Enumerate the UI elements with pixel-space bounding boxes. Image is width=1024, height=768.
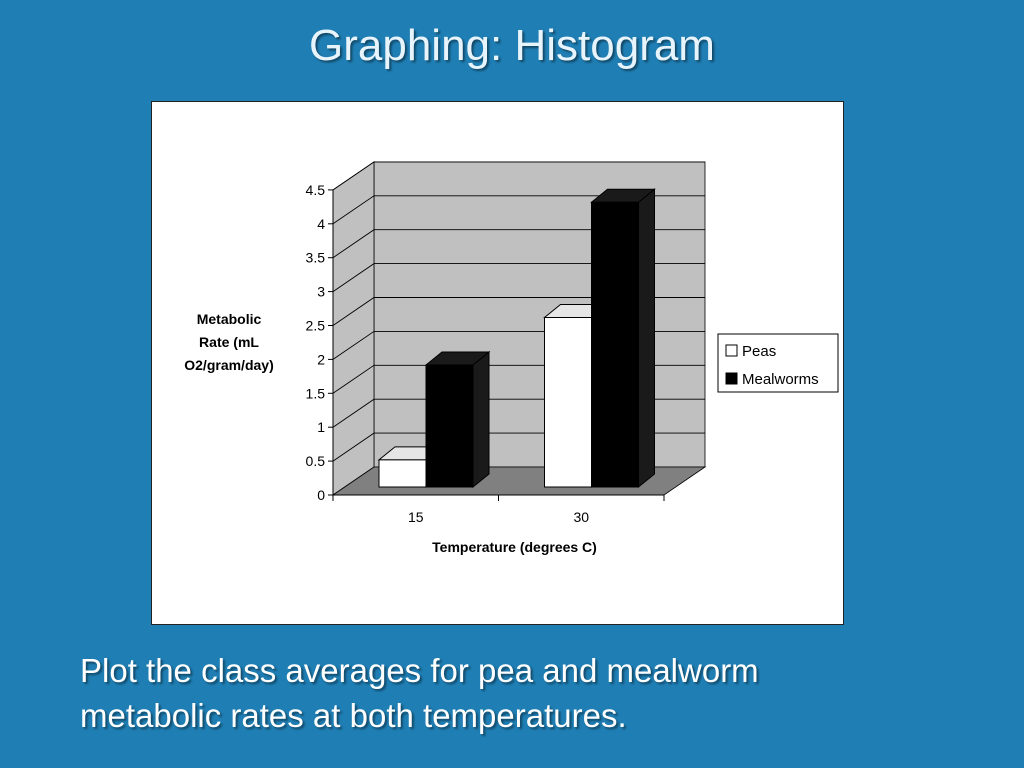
y-axis-label-line: Rate (mL: [199, 334, 259, 350]
y-axis-label: Metabolic Rate (mL O2/gram/day): [184, 311, 273, 373]
x-tick-label: 30: [573, 509, 589, 525]
axes: [332, 189, 665, 501]
y-tick-label: 3: [317, 284, 325, 300]
y-tick-label: 1.5: [306, 385, 326, 401]
legend-swatch: [725, 344, 738, 357]
y-tick-label: 2.5: [306, 318, 326, 334]
slide-caption: Plot the class averages for pea and meal…: [80, 648, 960, 738]
bar-mealworms-15: [424, 350, 491, 489]
bar-front: [425, 364, 474, 488]
y-tick-label: 4: [317, 216, 325, 232]
gridline: [332, 161, 705, 191]
bar-front: [544, 317, 592, 488]
y-tick-labels: 0 0.5 1 1.5 2 2.5 3 3.5 4 4.5: [306, 182, 326, 503]
bar-side: [638, 188, 655, 489]
y-tick-label: 4.5: [306, 182, 326, 198]
legend-swatch: [725, 372, 738, 385]
x-axis-label: Temperature (degrees C): [432, 539, 597, 555]
gridline: [332, 195, 705, 225]
y-axis-label-line: O2/gram/day): [184, 357, 273, 373]
legend-label: Mealworms: [742, 371, 819, 388]
histogram-chart: 00.511.522.533.544.5 15 30 Metabolic Rate …: [184, 161, 839, 555]
bar-front: [591, 201, 639, 488]
y-tick-label: 0.5: [306, 453, 326, 469]
y-tick-label: 1: [317, 419, 325, 435]
caption-line: Plot the class averages for pea and meal…: [80, 652, 759, 689]
chart-frame: 0 0.5 1 1.5 2 2.5 3 3.5 4 4.5 15 30 Metabolic Rate …: [151, 101, 844, 625]
y-tick-label: 0: [317, 487, 325, 503]
bar-side: [472, 350, 490, 489]
y-tick-label: 3.5: [306, 250, 326, 266]
bar-front: [378, 459, 427, 488]
legend-box: [717, 333, 839, 393]
chart-legend: Peas Mealworms: [717, 333, 839, 393]
x-tick-label: 15: [408, 509, 424, 525]
chart-side-wall: [332, 161, 375, 496]
bar-mealworms-30: [590, 188, 656, 489]
x-tick-labels: 15 30: [408, 509, 589, 525]
legend-label: Peas: [742, 343, 776, 360]
slide-title: Graphing: Histogram: [309, 21, 715, 70]
bars: [377, 188, 656, 489]
caption-line: metabolic rates at both temperatures.: [80, 697, 627, 734]
y-tick-label: 2: [317, 351, 325, 367]
y-axis-label-line: Metabolic: [197, 311, 262, 327]
chart-back-wall: [373, 161, 706, 468]
